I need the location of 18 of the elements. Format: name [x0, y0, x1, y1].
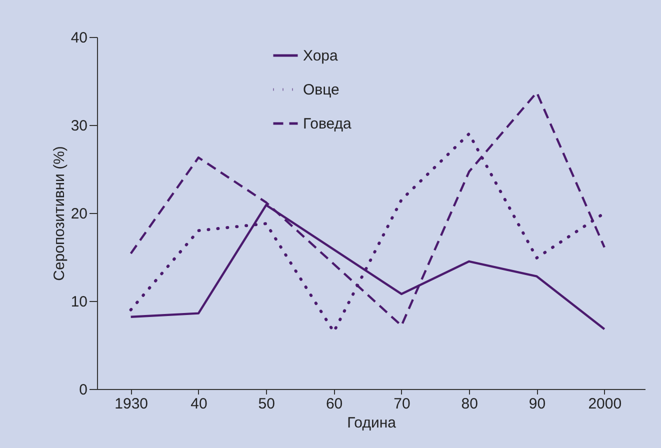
x-tick-label: 50	[258, 396, 275, 412]
x-axis-title: Година	[347, 414, 397, 432]
y-tick-label: 0	[79, 382, 88, 398]
legend-label: Овце	[303, 82, 340, 98]
y-axis-title: Серопозитивни (%)	[50, 146, 68, 281]
x-tick-label: 2000	[588, 396, 622, 412]
y-tick-label: 40	[70, 30, 88, 46]
x-tick-label: 80	[461, 396, 478, 412]
legend-label: Говеда	[303, 116, 352, 132]
legend-label: Хора	[303, 48, 339, 64]
y-tick-label: 10	[70, 294, 88, 310]
x-tick-label: 60	[326, 396, 343, 412]
x-tick-label: 1930	[114, 396, 148, 412]
x-tick-label: 70	[394, 396, 410, 412]
x-tick-label: 90	[528, 396, 546, 412]
y-tick-label: 20	[70, 206, 88, 222]
y-tick-label: 30	[70, 118, 88, 134]
x-tick-label: 40	[190, 396, 208, 412]
